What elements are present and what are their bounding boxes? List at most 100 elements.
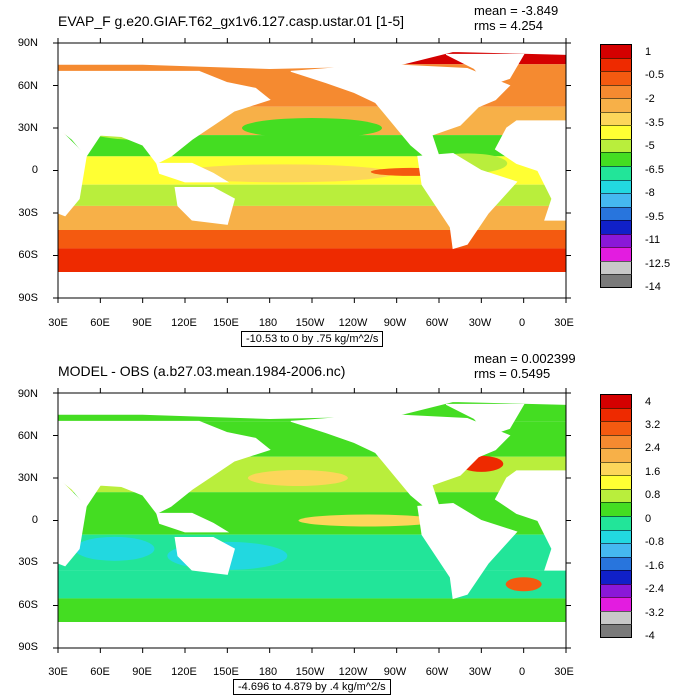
colorbar-label: -14 [645,281,661,293]
colorbar-swatch [600,570,632,585]
colorbar-swatch [600,84,632,99]
colorbar-swatch [600,529,632,544]
lat-label: 60S [18,599,38,611]
colorbar-swatch [600,624,632,639]
colorbar-swatch [600,247,632,262]
colorbar-swatch [600,516,632,531]
colorbar-swatch [600,57,632,72]
evap-panel: EVAP_F g.e20.GIAF.T62_gx1v6.127.casp.ust… [17,3,671,347]
lat-label: 60N [17,80,38,92]
lat-label: 90S [18,292,38,304]
lon-label: 150W [295,666,325,678]
colorbar-label: 3.2 [645,419,661,431]
lon-label: 30E [554,317,574,329]
colorbar-swatch [600,179,632,194]
lat-label: 90N [17,37,38,49]
lat-label: 90N [17,388,38,400]
colorbar-swatch [600,610,632,625]
lat-label: 90S [18,641,38,653]
lon-label: 180 [258,317,278,329]
colorbar-label: -0.5 [645,69,664,81]
colorbar-swatch [600,448,632,463]
colorbar-label: 4 [645,396,652,408]
colorbar-swatch [600,583,632,598]
colorbar-label: -1.6 [645,560,664,572]
lon-label: 90E [132,317,152,329]
lon-label: 150W [295,317,325,329]
colorbar-swatch [600,71,632,86]
rms-value: rms = 4.254 [474,18,544,33]
lat-label: 60N [17,430,38,442]
lat-label: 60S [18,249,38,261]
lon-label: 30W [468,666,492,678]
evap-map [53,38,571,303]
lon-label: 60W [425,317,449,329]
lat-label: 30S [18,556,38,568]
colorbar-label: 0 [645,513,652,525]
colorbar-swatch [600,152,632,167]
lon-label: 0 [518,666,526,678]
colorbar-swatch [600,125,632,140]
lat-label: 30N [17,122,38,134]
colorbar-label: 0.8 [645,489,661,501]
lon-label: 30E [48,317,68,329]
lon-label: 120E [171,317,197,329]
colorbar-swatch [600,394,632,409]
lon-label: 30E [48,666,68,678]
colorbar-swatch [600,597,632,612]
lon-label: 120E [171,666,197,678]
lon-label: 120W [338,666,368,678]
colorbar-swatch [600,193,632,208]
colorbar-label: 2.4 [645,442,661,454]
colorbar-swatch [600,206,632,221]
colorbar-swatch [600,461,632,476]
colorbar-swatch [600,556,632,571]
lon-label: 60W [425,666,449,678]
mean-value: mean = 0.002399 [474,351,576,366]
difference-panel: MODEL - OBS (a.b27.03.mean.1984-2006.nc)… [0,350,700,700]
lon-label: 60E [90,666,110,678]
lon-label: 60E [90,317,110,329]
lon-label: 180 [258,666,278,678]
lon-label: 90E [132,666,152,678]
colorbar-swatch [600,434,632,449]
rms-value: rms = 0.5495 [474,366,551,381]
colorbar-label: -4 [645,630,655,642]
colorbar-swatch [600,475,632,490]
colorbar-label: -6.5 [645,164,664,176]
lon-label: 120W [338,317,368,329]
colorbar-label: -2 [645,93,655,105]
colorbar-label: 1.6 [645,466,661,478]
lon-label: 30E [554,666,574,678]
colorbar-label: -11 [645,234,661,246]
colorbar-swatch [600,274,632,289]
colorbar-swatch [600,233,632,248]
lat-label: 30S [18,207,38,219]
colorbar-swatch [600,488,632,503]
colorbar-label: -12.5 [645,258,671,270]
difference-map [53,388,571,653]
colorbar-swatch [600,543,632,558]
colorbar-swatch [600,138,632,153]
colorbar-swatch [600,98,632,113]
colorbar-label: -9.5 [645,211,664,223]
colorbar-label: -3.2 [645,607,664,619]
colorbar-swatch [600,421,632,436]
lat-label: 30N [17,472,38,484]
lon-label: 90W [383,317,407,329]
lon-label: 30W [468,317,492,329]
panel-title: EVAP_F g.e20.GIAF.T62_gx1v6.127.casp.ust… [58,13,405,29]
colorbar-swatch [600,166,632,181]
colorbar-label: -5 [645,140,655,152]
colorbar-swatch [600,111,632,126]
colorbar-swatch [600,220,632,235]
lon-label: 0 [518,317,526,329]
lon-label: 90W [383,666,407,678]
lon-label: 150E [213,317,239,329]
colorbar-swatch [600,407,632,422]
colorbar-label: -0.8 [645,536,664,548]
colorbar-label: -8 [645,187,655,199]
colorbar-label: 1 [645,46,652,58]
colorbar-swatch [600,502,632,517]
lat-label: 0 [31,514,38,526]
